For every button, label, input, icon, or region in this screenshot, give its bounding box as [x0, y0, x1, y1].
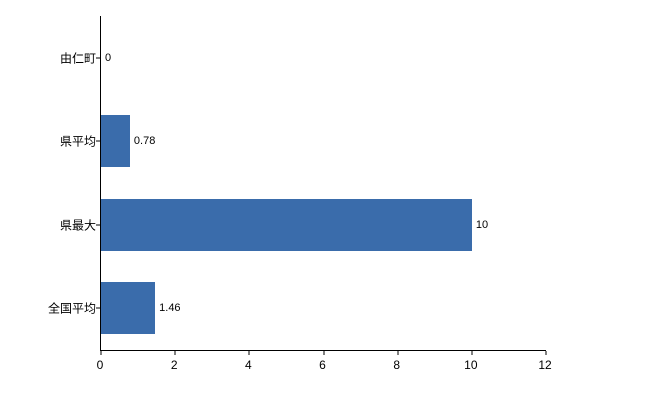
category-label: 全国平均 [47, 301, 96, 316]
value-label: 10 [475, 218, 489, 231]
y-axis-tick [96, 224, 100, 226]
x-axis-tick-label: 8 [393, 358, 400, 372]
category-label: 県平均 [59, 134, 96, 149]
y-axis-tick [96, 57, 100, 59]
y-axis-tick [96, 307, 100, 309]
value-label: 0 [105, 51, 112, 64]
x-axis-tick [471, 351, 473, 355]
bar [101, 115, 130, 168]
x-axis-tick [397, 351, 399, 355]
category-label: 県最大 [59, 218, 96, 233]
x-axis-tick [174, 351, 176, 355]
category-label: 由仁町 [59, 51, 96, 66]
x-axis-tick-label: 6 [319, 358, 326, 372]
x-axis-tick [545, 351, 547, 355]
bar [101, 282, 156, 335]
x-axis-tick [248, 351, 250, 355]
x-axis-tick-label: 10 [464, 358, 478, 372]
x-axis-tick [323, 351, 324, 355]
y-axis-tick [96, 140, 100, 142]
plot-area: 0 0.78 10 1.46 [96, 16, 547, 355]
x-axis-tick-label: 0 [96, 358, 104, 372]
x-axis-tick-label: 4 [244, 358, 252, 372]
value-label: 1.46 [159, 302, 181, 315]
x-axis-tick [100, 351, 102, 355]
value-label: 0.78 [133, 135, 156, 148]
bar [101, 198, 472, 251]
x-axis-tick-label: 12 [538, 358, 552, 372]
x-axis-tick-label: 2 [170, 358, 178, 372]
